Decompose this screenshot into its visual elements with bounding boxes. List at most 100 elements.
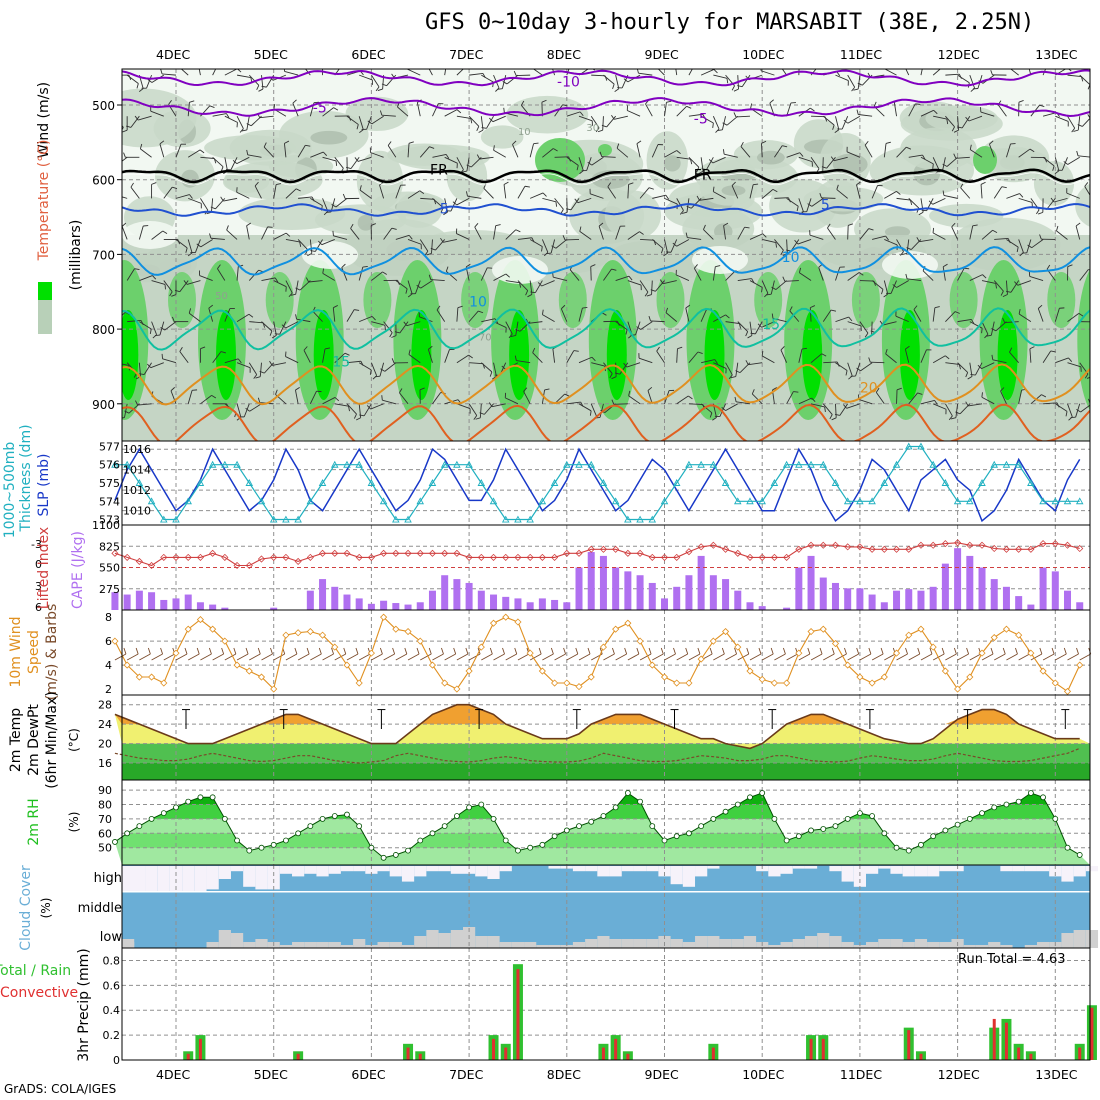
cloud-low-bar [597, 936, 610, 948]
wind-barb-flag [334, 397, 340, 402]
wind-barb [416, 102, 421, 117]
rh-marker [942, 827, 949, 834]
rh-marker [832, 823, 839, 830]
wind-barb [723, 225, 727, 240]
wind-barb-flag [679, 210, 684, 215]
wind-barb [444, 109, 458, 117]
thickness-marker [648, 515, 657, 523]
wind-barb-flag [761, 287, 763, 293]
wind-barb [945, 311, 956, 322]
wind-barb [420, 197, 435, 200]
wind-barb [295, 389, 299, 404]
wind-barb [483, 187, 494, 199]
wind-barb-flag [263, 142, 267, 148]
thickness-marker [941, 479, 950, 486]
wind-barb [397, 106, 409, 117]
wind-barb [806, 198, 812, 212]
wind-barb-flag [515, 328, 521, 332]
wind-barb [737, 226, 745, 240]
rh-plume-core [704, 310, 725, 400]
rh-marker [1027, 790, 1034, 796]
wind-barb [955, 403, 959, 418]
y-tick-label: 1012 [123, 484, 151, 497]
isotherm--5 [122, 97, 1090, 118]
wind-barb [726, 115, 739, 126]
rh-region [204, 135, 297, 161]
wind-barb [749, 653, 762, 661]
wind-barb [474, 226, 482, 240]
precip-convective-bar [1004, 1022, 1008, 1060]
wind-barb [230, 157, 238, 171]
precip-legend-total: Total / Rain [0, 963, 71, 979]
wind-barb [1080, 404, 1090, 413]
wind-barb-flag [1050, 350, 1056, 353]
wind-barb-flag [709, 412, 713, 418]
wind-barb-flag [366, 405, 371, 410]
wind-barb [517, 237, 532, 240]
wind-barb-flag [514, 647, 518, 655]
cloud-low-bar [414, 936, 427, 948]
wind-barb [322, 653, 334, 661]
wind-barb [871, 185, 878, 199]
wind-barb [139, 275, 153, 281]
wind-barb-flag [697, 647, 701, 655]
wind-barb-flag [834, 413, 840, 416]
wind-barb [456, 197, 470, 206]
rh-marker [368, 844, 375, 851]
rh-marker [502, 837, 509, 844]
wind-barb [760, 70, 775, 76]
wind-barb-flag [246, 222, 252, 227]
wind-barb [186, 280, 201, 285]
wind-barb [419, 239, 429, 252]
wind-barb-flag [590, 264, 596, 267]
y-tick-label: 4 [105, 659, 112, 672]
wind-barb [279, 321, 287, 335]
wind-barb-flag [369, 369, 372, 375]
rh-marker [441, 823, 448, 830]
rh-dry-gap [302, 241, 358, 269]
wind-barb-flag [686, 205, 692, 209]
wind-barb-flag [970, 374, 976, 376]
wind-barb-flag [721, 647, 725, 655]
wind-barb [846, 151, 861, 158]
thickness-marker [233, 460, 241, 468]
wind-barb-flag [136, 83, 139, 89]
wind-barb [699, 197, 714, 201]
wind-barb [188, 197, 202, 204]
wind-barb [175, 194, 190, 199]
slp-line [114, 447, 1081, 523]
wind-barb-flag [830, 156, 835, 161]
cape-bar [807, 555, 815, 610]
rh-plume [851, 272, 880, 328]
wind-barb [969, 274, 983, 281]
cape-bar [734, 590, 742, 610]
wind-barb [688, 351, 699, 364]
wind-barb [560, 308, 568, 322]
rh-marker [881, 830, 888, 837]
wind-barb-flag [601, 312, 607, 316]
rh-marker [624, 790, 631, 796]
wind-barb [322, 198, 329, 212]
wind-barb-flag [597, 129, 603, 133]
cloud-low-bar [902, 942, 915, 948]
wind-barb [187, 239, 193, 254]
wind-barb-flag [903, 59, 906, 63]
rh-marker [319, 815, 326, 822]
wind-barb [761, 653, 774, 661]
wind-barb-flag [185, 247, 188, 253]
wind-barb [823, 361, 838, 364]
thickness-marker [282, 515, 290, 523]
wind-barb [1084, 186, 1090, 197]
li-marker [538, 553, 546, 561]
wind-barb-flag [294, 647, 298, 655]
li-marker [721, 545, 730, 553]
wind-barb [371, 653, 383, 661]
wind-barb [810, 353, 823, 364]
precip-convective-bar [1017, 1047, 1021, 1060]
wind-barb [665, 312, 678, 322]
wind-barb [493, 653, 505, 661]
wind-barb-flag [685, 647, 689, 655]
wind-barb-flag [1001, 186, 1007, 189]
cape-bar [270, 607, 278, 610]
